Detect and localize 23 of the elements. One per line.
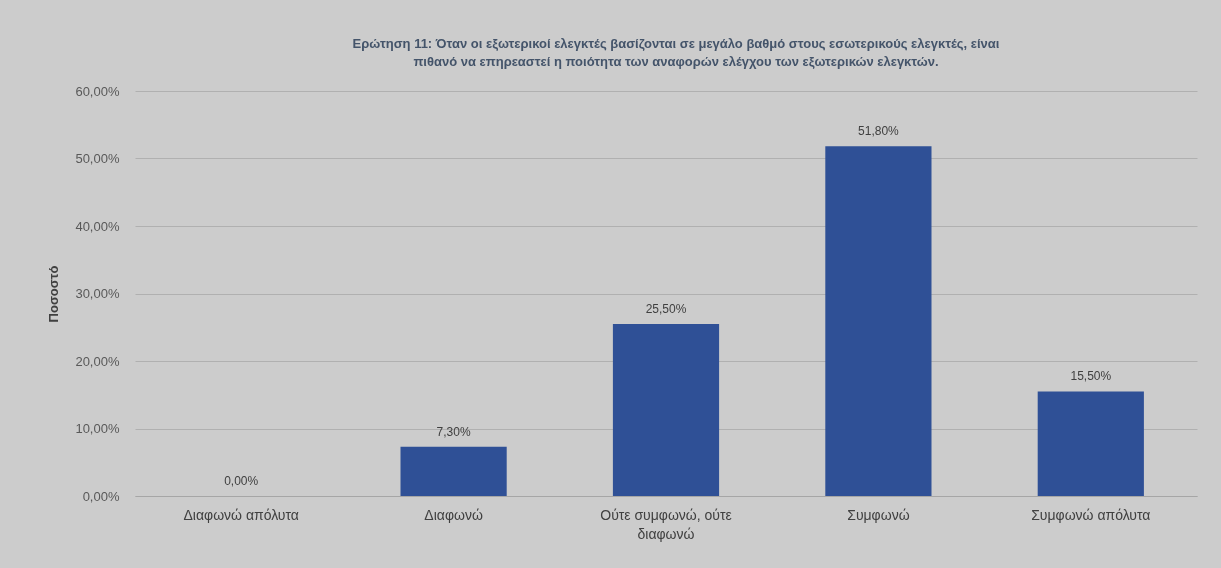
x-tick-label: Διαφωνώ απόλυτα [183, 506, 299, 523]
x-tick-label: Συμφωνώ [847, 506, 910, 523]
x-tick-label: Διαφωνώ [424, 506, 483, 523]
data-label: 7,30% [436, 424, 471, 439]
x-tick-label: Συμφωνώ απόλυτα [1031, 506, 1151, 523]
y-tick-label: 0,00% [82, 488, 120, 504]
x-tick-label: Ούτε συμφωνώ, ούτε διαφωνώ [600, 506, 732, 542]
y-tick-label: 20,00% [75, 353, 120, 369]
data-label: 25,50% [645, 301, 687, 316]
y-axis-title: Ποσοστό [46, 265, 62, 323]
data-label: 0,00% [224, 474, 259, 488]
bar [825, 146, 932, 496]
bar [1037, 391, 1144, 496]
data-label: 51,80% [858, 124, 900, 139]
bar [612, 323, 720, 496]
y-tick-label: 10,00% [75, 421, 120, 436]
y-tick-label: 40,00% [75, 218, 120, 234]
y-tick-label: 60,00% [75, 83, 120, 99]
y-tick-label: 30,00% [75, 286, 120, 301]
chart-title: Ερώτηση 11: Όταν οι εξωτερικοί ελεγκτές βασίζονται σε μεγάλο βαθμό στους εσωτερικούς ελεγκτές, είναι πιθανό να επηρεαστεί η ποιότητα των αναφορών ελέγχου των εξωτερικών ελεγκτών. [352, 36, 1000, 69]
data-label: 15,50% [1070, 369, 1112, 384]
bar [400, 446, 507, 496]
y-tick-label: 50,00% [75, 151, 120, 166]
